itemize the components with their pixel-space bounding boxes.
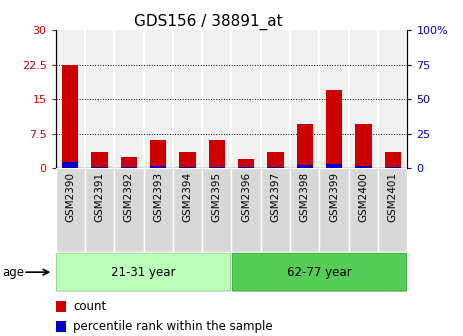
- Bar: [62, 65, 78, 168]
- Bar: [180, 167, 195, 168]
- Bar: [173, 30, 202, 168]
- Bar: [202, 30, 232, 168]
- Bar: [85, 168, 114, 252]
- Bar: [56, 168, 85, 252]
- Bar: [385, 167, 401, 168]
- Text: GSM2393: GSM2393: [153, 172, 163, 222]
- Text: GDS156 / 38891_at: GDS156 / 38891_at: [134, 13, 283, 30]
- Bar: [144, 30, 173, 168]
- Text: GSM2397: GSM2397: [270, 172, 281, 222]
- Bar: [268, 167, 283, 168]
- Bar: [356, 124, 371, 168]
- Text: GSM2401: GSM2401: [388, 172, 398, 222]
- Bar: [144, 168, 173, 252]
- Text: GSM2391: GSM2391: [94, 172, 105, 222]
- Bar: [261, 30, 290, 168]
- Text: GSM2399: GSM2399: [329, 172, 339, 222]
- Text: GSM2392: GSM2392: [124, 172, 134, 222]
- Bar: [297, 124, 313, 168]
- Bar: [150, 140, 166, 168]
- Text: count: count: [73, 300, 106, 313]
- Bar: [319, 30, 349, 168]
- Bar: [232, 30, 261, 168]
- Bar: [85, 30, 114, 168]
- Bar: [202, 30, 232, 168]
- Text: GSM2398: GSM2398: [300, 172, 310, 222]
- Bar: [56, 30, 85, 168]
- Bar: [209, 139, 225, 168]
- Text: GSM2395: GSM2395: [212, 172, 222, 222]
- Bar: [261, 168, 290, 252]
- Bar: [56, 321, 66, 332]
- Bar: [261, 30, 290, 168]
- Bar: [319, 168, 349, 252]
- Text: GSM2400: GSM2400: [358, 172, 369, 222]
- Text: GSM2390: GSM2390: [65, 172, 75, 222]
- Bar: [238, 159, 254, 168]
- Bar: [290, 168, 319, 252]
- Bar: [121, 167, 137, 168]
- Text: GSM2394: GSM2394: [182, 172, 193, 222]
- Bar: [62, 163, 78, 168]
- Bar: [114, 30, 144, 168]
- Bar: [378, 30, 407, 168]
- Bar: [232, 30, 261, 168]
- Bar: [92, 167, 107, 168]
- Bar: [238, 167, 254, 168]
- Bar: [326, 90, 342, 168]
- Bar: [326, 164, 342, 168]
- Bar: [319, 30, 349, 168]
- Bar: [378, 168, 407, 252]
- Bar: [114, 30, 144, 168]
- Bar: [349, 168, 378, 252]
- Bar: [349, 30, 378, 168]
- Bar: [209, 167, 225, 168]
- Bar: [268, 152, 283, 168]
- Bar: [173, 168, 202, 252]
- Bar: [385, 152, 401, 168]
- Bar: [180, 152, 195, 168]
- Bar: [173, 30, 202, 168]
- Bar: [356, 166, 371, 168]
- Bar: [202, 168, 232, 252]
- Bar: [56, 30, 85, 168]
- Text: percentile rank within the sample: percentile rank within the sample: [73, 320, 273, 333]
- Bar: [232, 168, 261, 252]
- Text: GSM2396: GSM2396: [241, 172, 251, 222]
- Bar: [85, 30, 114, 168]
- Bar: [121, 157, 137, 168]
- Bar: [150, 166, 166, 168]
- Bar: [114, 168, 144, 252]
- Text: 21-31 year: 21-31 year: [111, 266, 176, 279]
- Bar: [378, 30, 407, 168]
- Text: age: age: [2, 266, 25, 279]
- Bar: [290, 30, 319, 168]
- Bar: [92, 152, 107, 168]
- Bar: [349, 30, 378, 168]
- Bar: [56, 301, 66, 312]
- FancyBboxPatch shape: [56, 253, 231, 291]
- Text: 62-77 year: 62-77 year: [287, 266, 352, 279]
- Bar: [290, 30, 319, 168]
- Bar: [297, 165, 313, 168]
- FancyBboxPatch shape: [232, 253, 407, 291]
- Bar: [144, 30, 173, 168]
